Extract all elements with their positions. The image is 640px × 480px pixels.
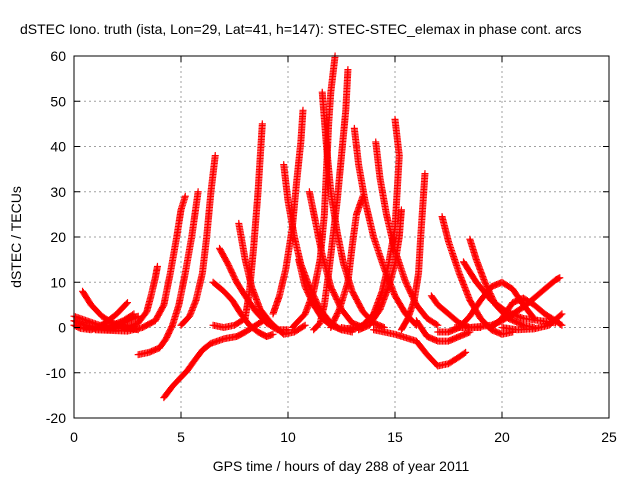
data-series: [412, 317, 474, 345]
data-series: [487, 294, 566, 331]
y-tick-label: -10: [46, 365, 66, 381]
y-tick-label: 20: [50, 229, 66, 245]
x-tick-label: 25: [601, 429, 617, 445]
data-point: [434, 321, 442, 329]
data-series: [397, 170, 429, 334]
data-point: [558, 310, 566, 318]
chart-title: dSTEC Iono. truth (ista, Lon=29, Lat=41,…: [20, 21, 581, 37]
data-points: [70, 52, 566, 402]
data-point: [391, 115, 399, 123]
data-point: [301, 321, 309, 329]
data-series: [209, 278, 277, 341]
y-tick-label: 40: [50, 139, 66, 155]
y-tick-label: 50: [50, 93, 66, 109]
data-point: [557, 311, 565, 319]
data-series: [438, 213, 517, 338]
data-series: [310, 66, 352, 334]
data-point: [310, 326, 318, 334]
data-point: [355, 326, 363, 334]
data-point: [124, 299, 131, 307]
data-point: [558, 321, 566, 329]
data-point: [557, 320, 565, 328]
data-series: [466, 235, 538, 331]
y-tick-label: 30: [50, 184, 66, 200]
y-axis-title: dSTEC / TECUs: [8, 186, 24, 288]
data-point: [421, 170, 429, 178]
y-tick-label: 60: [50, 48, 66, 64]
y-tick-label: -20: [46, 410, 66, 426]
data-point: [194, 188, 202, 196]
data-point: [556, 274, 564, 282]
x-tick-label: 20: [494, 429, 510, 445]
data-point: [181, 192, 189, 200]
data-series: [177, 152, 219, 329]
data-point: [211, 152, 219, 160]
data-series: [350, 124, 420, 329]
x-tick-label: 5: [177, 429, 185, 445]
data-point: [311, 325, 319, 333]
y-tick-label: 0: [58, 320, 66, 336]
data-point: [122, 300, 130, 308]
y-tick-label: 10: [50, 274, 66, 290]
x-tick-label: 0: [70, 429, 78, 445]
data-series: [355, 206, 405, 334]
data-point: [359, 192, 367, 200]
data-series: [498, 310, 566, 334]
axis-ticks: 0 5 10 15 20 25 -20 -10 0 10 20 30 40 50 60: [46, 48, 617, 445]
x-axis-title: GPS time / hours of day 288 of year 2011: [213, 458, 470, 474]
data-point: [300, 322, 308, 330]
data-point: [129, 311, 137, 319]
data-point: [462, 348, 470, 356]
data-point: [269, 330, 277, 338]
x-tick-label: 15: [387, 429, 403, 445]
data-point: [130, 310, 138, 318]
data-series: [209, 120, 266, 331]
data-point: [299, 106, 307, 114]
data-series: [370, 326, 470, 370]
data-point: [153, 262, 161, 270]
data-point: [432, 320, 440, 328]
x-tick-label: 10: [280, 429, 296, 445]
data-point: [258, 120, 266, 128]
data-series: [327, 192, 367, 331]
data-point: [460, 349, 468, 357]
data-series: [134, 188, 202, 359]
data-series: [451, 274, 564, 331]
data-series: [269, 106, 307, 318]
data-series: [91, 192, 189, 335]
